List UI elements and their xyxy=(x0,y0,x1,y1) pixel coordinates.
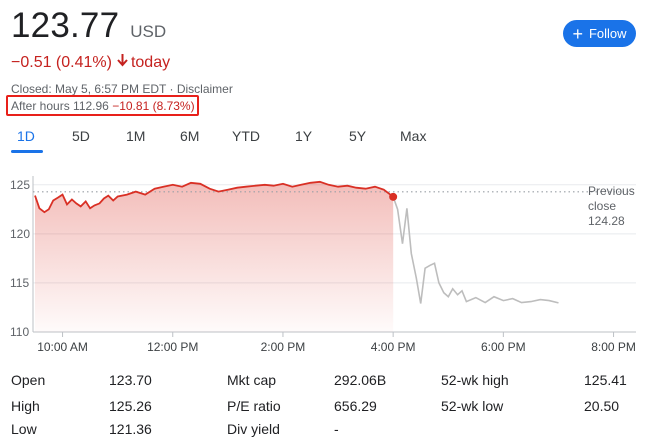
market-closed-info: Closed: May 5, 6:57 PM EDT · Disclaimer xyxy=(11,82,233,96)
change-value: −0.51 (0.41%) xyxy=(11,54,112,71)
after-hours-price: 112.96 xyxy=(73,99,109,113)
follow-button-label: Follow xyxy=(588,26,627,41)
y-tick-label: 115 xyxy=(10,276,29,290)
y-tick-label: 110 xyxy=(10,325,29,339)
current-price: 123.77 xyxy=(11,6,120,45)
stat-label-div-yield: Div yield xyxy=(227,421,280,437)
x-tick-label: 12:00 PM xyxy=(147,340,198,354)
after-hours-label: After hours xyxy=(11,99,70,113)
arrow-down-icon xyxy=(117,54,128,72)
stat-value-pe-ratio: 656.29 xyxy=(334,398,377,414)
stat-label-low: Low xyxy=(11,421,37,437)
x-tick-label: 10:00 AM xyxy=(37,340,88,354)
tab-5y[interactable]: 5Y xyxy=(349,128,367,144)
stat-label-52wk-low: 52-wk low xyxy=(441,398,504,414)
regular-session-area xyxy=(35,181,394,332)
stat-value-high: 125.26 xyxy=(109,398,152,414)
plus-icon: + xyxy=(572,23,583,44)
x-tick-label: 8:00 PM xyxy=(591,340,636,354)
follow-button[interactable]: + Follow xyxy=(563,20,636,47)
stat-value-open: 123.70 xyxy=(109,372,152,388)
after-hours-highlight-box xyxy=(6,95,199,116)
tab-6m[interactable]: 6M xyxy=(180,128,200,144)
active-tab-indicator xyxy=(11,150,43,153)
stat-value-div-yield: - xyxy=(334,421,339,437)
tab-max[interactable]: Max xyxy=(400,128,427,144)
y-tick-label: 125 xyxy=(10,178,30,192)
tab-5d[interactable]: 5D xyxy=(72,128,90,144)
stat-label-52wk-high: 52-wk high xyxy=(441,372,509,388)
session-close-marker xyxy=(389,192,398,201)
previous-close-label: close xyxy=(588,199,616,213)
stat-label-mkt-cap: Mkt cap xyxy=(227,372,277,388)
regular-session-line xyxy=(34,180,394,214)
tab-ytd[interactable]: YTD xyxy=(232,128,260,144)
x-tick-label: 6:00 PM xyxy=(481,340,526,354)
x-tick-label: 2:00 PM xyxy=(261,340,306,354)
price-chart[interactable]: 125 120 115 110 10:00 AM 12:00 PM 2:00 PM 4:00 … xyxy=(0,160,660,360)
y-tick-label: 120 xyxy=(10,227,30,241)
currency-label: USD xyxy=(130,22,167,41)
after-hours-line xyxy=(392,196,559,304)
x-tick-label: 4:00 PM xyxy=(371,340,416,354)
stat-value-low: 121.36 xyxy=(109,421,152,437)
stat-label-high: High xyxy=(11,398,40,414)
stat-value-52wk-low: 20.50 xyxy=(584,398,620,414)
stat-label-pe-ratio: P/E ratio xyxy=(227,398,281,414)
previous-close-label: Previous xyxy=(588,184,635,198)
price-row: 123.77 USD xyxy=(11,6,166,46)
previous-close-value: 124.28 xyxy=(588,214,625,228)
tab-1m[interactable]: 1M xyxy=(126,128,146,144)
after-hours-change: −10.81 (8.73%) xyxy=(112,99,195,113)
tab-1y[interactable]: 1Y xyxy=(295,128,313,144)
stat-label-open: Open xyxy=(11,372,46,388)
stat-value-52wk-high: 125.41 xyxy=(584,372,627,388)
after-hours-info: After hours 112.96 −10.81 (8.73%) xyxy=(11,99,195,113)
stat-value-mkt-cap: 292.06B xyxy=(334,372,387,388)
change-period: today xyxy=(130,54,171,71)
tab-1d[interactable]: 1D xyxy=(17,128,35,144)
daily-change: −0.51 (0.41%) today xyxy=(11,54,170,72)
